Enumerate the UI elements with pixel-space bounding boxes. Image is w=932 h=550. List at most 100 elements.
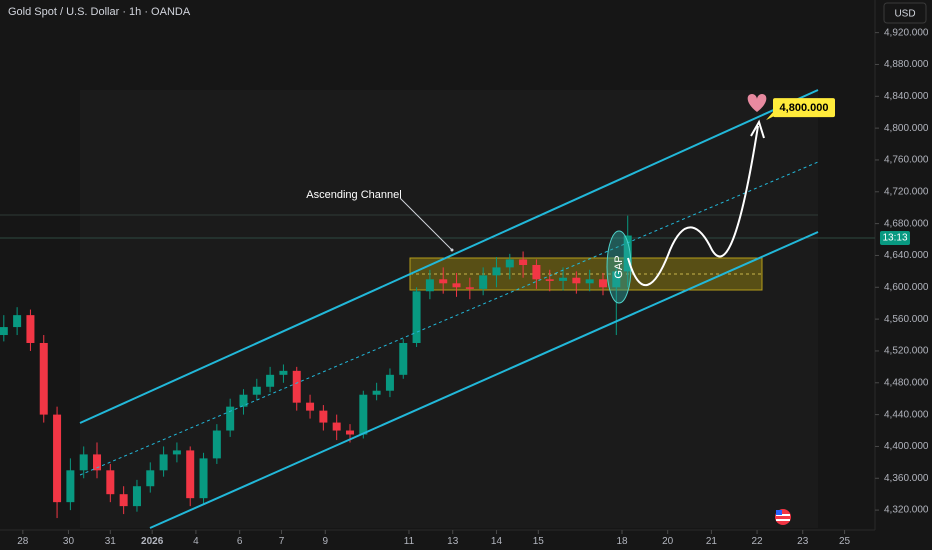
candle-body (492, 267, 501, 276)
candle-body (412, 291, 421, 343)
x-tick-label: 18 (616, 536, 628, 547)
flag-icon[interactable] (775, 509, 791, 525)
candle-body (319, 410, 328, 423)
y-tick-label: 4,400.000 (884, 441, 929, 452)
x-tick-label: 7 (279, 536, 285, 547)
candle-body (306, 402, 315, 411)
y-tick-label: 4,720.000 (884, 186, 929, 197)
projection-arrow (750, 119, 765, 139)
candle-body (465, 287, 474, 289)
candle-body (332, 422, 341, 431)
x-tick-label: 13 (447, 536, 459, 547)
x-tick-label: 30 (63, 536, 75, 547)
candle-body (292, 370, 301, 403)
callout-line (399, 197, 453, 251)
candle-body (53, 414, 62, 503)
target-pointer (766, 112, 776, 121)
candle-body (385, 374, 394, 391)
candle-body (212, 430, 221, 459)
candle-body (106, 470, 115, 495)
x-tick-label: 20 (662, 536, 674, 547)
x-tick-label: 11 (404, 536, 415, 547)
channel-label: Ascending Channel (306, 189, 401, 201)
candle-body (186, 450, 195, 499)
flag-stripe[interactable] (776, 519, 790, 521)
candles (0, 215, 632, 519)
candle-body (346, 430, 354, 435)
candle-body (623, 235, 632, 272)
candle-body (266, 374, 275, 387)
candle-body (572, 277, 581, 284)
candle-body (93, 454, 102, 471)
target-label: 4,800.000 (780, 102, 829, 114)
drawing-region (80, 90, 818, 528)
projection-path (627, 125, 759, 287)
x-tick-label: 22 (752, 536, 764, 547)
y-tick-label: 4,520.000 (884, 346, 929, 357)
x-tick-label: 2026 (141, 536, 164, 547)
flag-canton[interactable] (776, 510, 782, 515)
candle-body (13, 315, 22, 328)
gap-label: GAP (613, 255, 625, 278)
candle-body (598, 279, 607, 288)
candle-body (159, 454, 168, 471)
candle-body (252, 386, 261, 395)
candle-body (79, 454, 88, 471)
candle-body (439, 279, 448, 284)
y-tick-label: 4,920.000 (884, 27, 929, 38)
currency-button[interactable] (883, 2, 927, 24)
y-tick-label: 4,760.000 (884, 155, 929, 166)
candle-body (399, 342, 408, 375)
target-box (773, 98, 835, 118)
heart-icon (747, 94, 767, 112)
y-tick-label: 4,840.000 (884, 91, 929, 102)
candle-body (612, 271, 621, 288)
flag-stripe[interactable] (776, 514, 790, 516)
candle-body (425, 279, 434, 292)
candle-body (585, 279, 594, 284)
y-tick-label: 4,480.000 (884, 377, 929, 388)
chart-title: Gold Spot / U.S. Dollar · 1h · OANDA (8, 6, 191, 18)
channel-lower (149, 231, 819, 529)
candle-body (505, 259, 514, 268)
candle-body (519, 259, 528, 265)
x-tick-label: 21 (706, 536, 718, 547)
y-tick-label: 4,440.000 (884, 409, 929, 420)
y-tick-label: 4,680.000 (884, 218, 929, 229)
x-tick-label: 31 (105, 536, 117, 547)
x-tick-label: 28 (17, 536, 29, 547)
callout-dot (450, 248, 454, 252)
channel-mid (79, 161, 819, 476)
currency[interactable]: USD (894, 9, 915, 20)
y-tick-label: 4,640.000 (884, 250, 929, 261)
candle-body (279, 370, 288, 375)
y-tick-label: 4,320.000 (884, 505, 929, 516)
candle-body (372, 390, 381, 395)
x-tick-label: 9 (322, 536, 328, 547)
x-tick-label: 25 (839, 536, 851, 547)
channel-upper (79, 89, 819, 424)
candle-body (132, 486, 141, 507)
x-tick-label: 6 (237, 536, 243, 547)
countdown-box (880, 231, 910, 245)
candle-body (239, 394, 248, 407)
y-tick-label: 4,800.000 (884, 123, 929, 134)
candle-body (0, 327, 8, 336)
candle-body (359, 394, 368, 435)
y-tick-label: 4,880.000 (884, 59, 929, 70)
candle-body (66, 470, 75, 503)
countdown: 13:13 (882, 233, 907, 244)
candle-body (532, 265, 541, 280)
x-tick-label: 14 (491, 536, 503, 547)
candle-body (146, 470, 155, 487)
y-tick-label: 4,600.000 (884, 282, 929, 293)
candle-body (452, 283, 461, 288)
candle-body (26, 315, 35, 343)
candle-body (559, 277, 568, 281)
candle-body (545, 279, 554, 281)
candle-body (119, 494, 128, 507)
x-tick-label: 23 (797, 536, 809, 547)
candle-body (39, 342, 48, 415)
